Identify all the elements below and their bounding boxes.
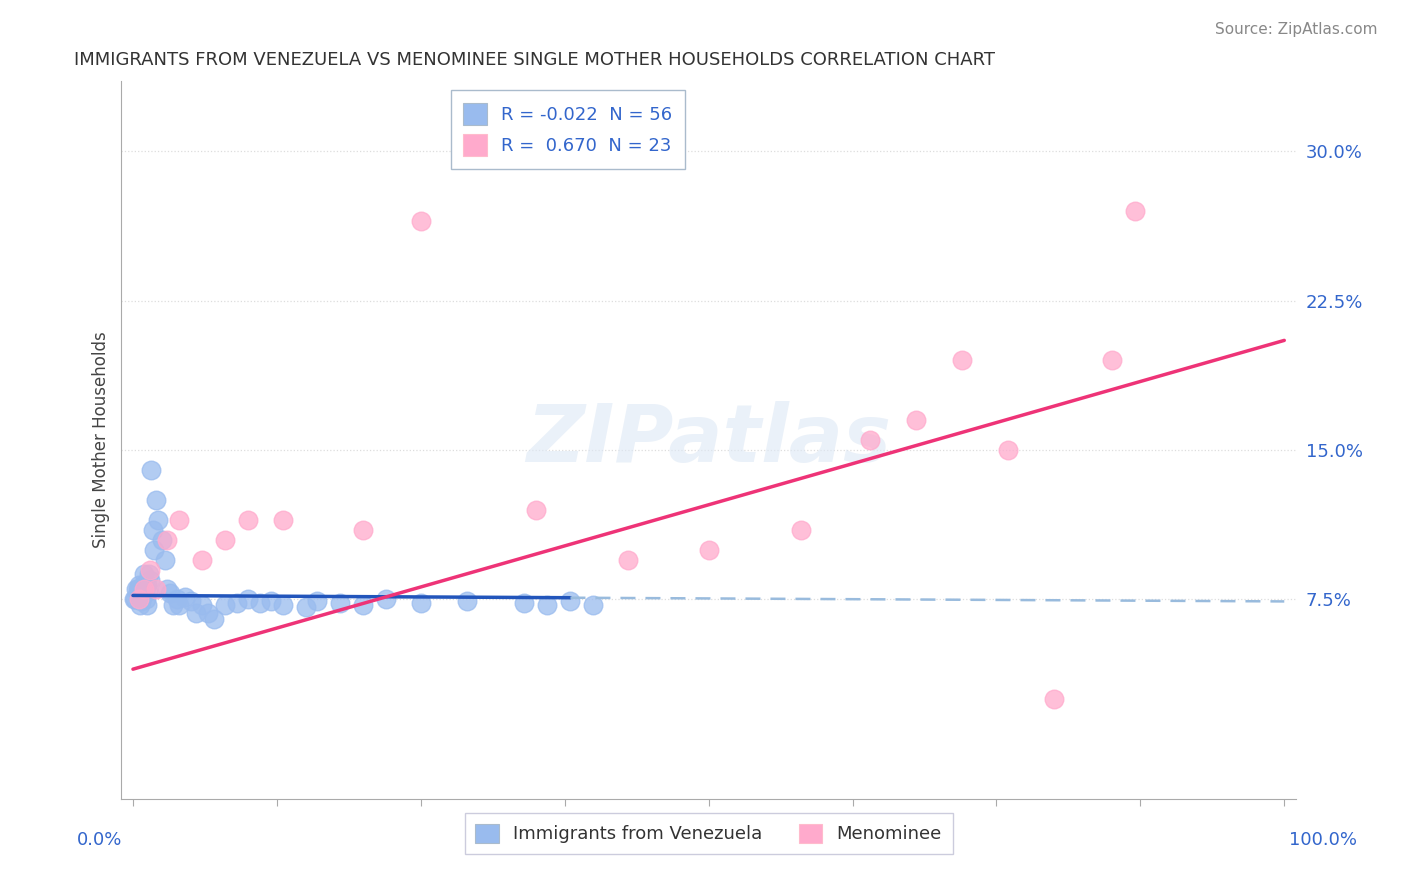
Point [127,586,149,600]
Y-axis label: Single Mother Households: Single Mother Households [93,332,110,549]
Point [128,582,150,597]
Point [142,542,165,557]
Point [167,599,190,613]
Point [409,596,432,610]
Point [191,552,214,566]
Point [191,599,214,613]
Point [271,599,294,613]
Point [560,594,582,608]
Point [125,582,148,597]
Point [138,566,160,581]
Point [134,582,156,597]
Point [536,599,558,613]
Point [697,542,720,557]
Point [128,599,150,613]
Point [513,596,536,610]
Text: 0.0%: 0.0% [77,831,122,849]
Point [214,533,236,547]
Point [162,599,184,613]
Point [617,552,640,566]
Point [139,573,162,587]
Point [128,592,150,607]
Point [134,566,156,581]
Point [202,612,225,626]
Point [859,433,882,447]
Point [456,594,478,608]
Point [950,353,973,368]
Point [375,592,398,607]
Point [186,607,208,621]
Point [225,596,247,610]
Point [904,413,927,427]
Text: ZIPatlas: ZIPatlas [526,401,891,479]
Point [153,552,176,566]
Point [409,214,432,228]
Point [271,513,294,527]
Point [329,596,352,610]
Point [135,592,157,607]
Point [139,563,162,577]
Point [173,591,195,605]
Point [145,492,167,507]
Point [148,513,170,527]
Point [352,523,374,537]
Point [132,578,155,592]
Point [524,502,547,516]
Legend: R = -0.022  N = 56, R =  0.670  N = 23: R = -0.022 N = 56, R = 0.670 N = 23 [450,90,685,169]
Point [167,513,190,527]
Point [790,523,813,537]
Point [582,599,605,613]
Point [236,513,259,527]
Point [180,594,202,608]
Point [294,600,316,615]
Point [1043,692,1066,706]
Point [249,596,271,610]
Point [129,586,152,600]
Point [214,599,236,613]
Point [129,594,152,608]
Point [1101,353,1123,368]
Point [128,578,150,592]
Point [122,592,145,607]
Text: IMMIGRANTS FROM VENEZUELA VS MENOMINEE SINGLE MOTHER HOUSEHOLDS CORRELATION CHAR: IMMIGRANTS FROM VENEZUELA VS MENOMINEE S… [75,51,995,69]
Point [134,586,156,600]
Point [135,578,157,592]
Point [352,599,374,613]
Point [156,582,179,597]
Point [159,586,181,600]
Point [236,592,259,607]
Point [131,591,153,605]
Point [1123,203,1146,218]
Point [166,592,188,607]
Text: 100.0%: 100.0% [1289,831,1357,849]
Text: Source: ZipAtlas.com: Source: ZipAtlas.com [1215,22,1378,37]
Point [260,594,283,608]
Point [141,463,163,477]
Point [127,582,149,597]
Point [145,582,167,597]
Point [150,533,173,547]
Point [135,599,157,613]
Point [141,523,163,537]
Point [156,533,179,547]
Point [136,584,159,599]
Point [997,442,1019,457]
Point [124,592,146,607]
Point [307,594,329,608]
Point [128,591,150,605]
Point [197,607,219,621]
